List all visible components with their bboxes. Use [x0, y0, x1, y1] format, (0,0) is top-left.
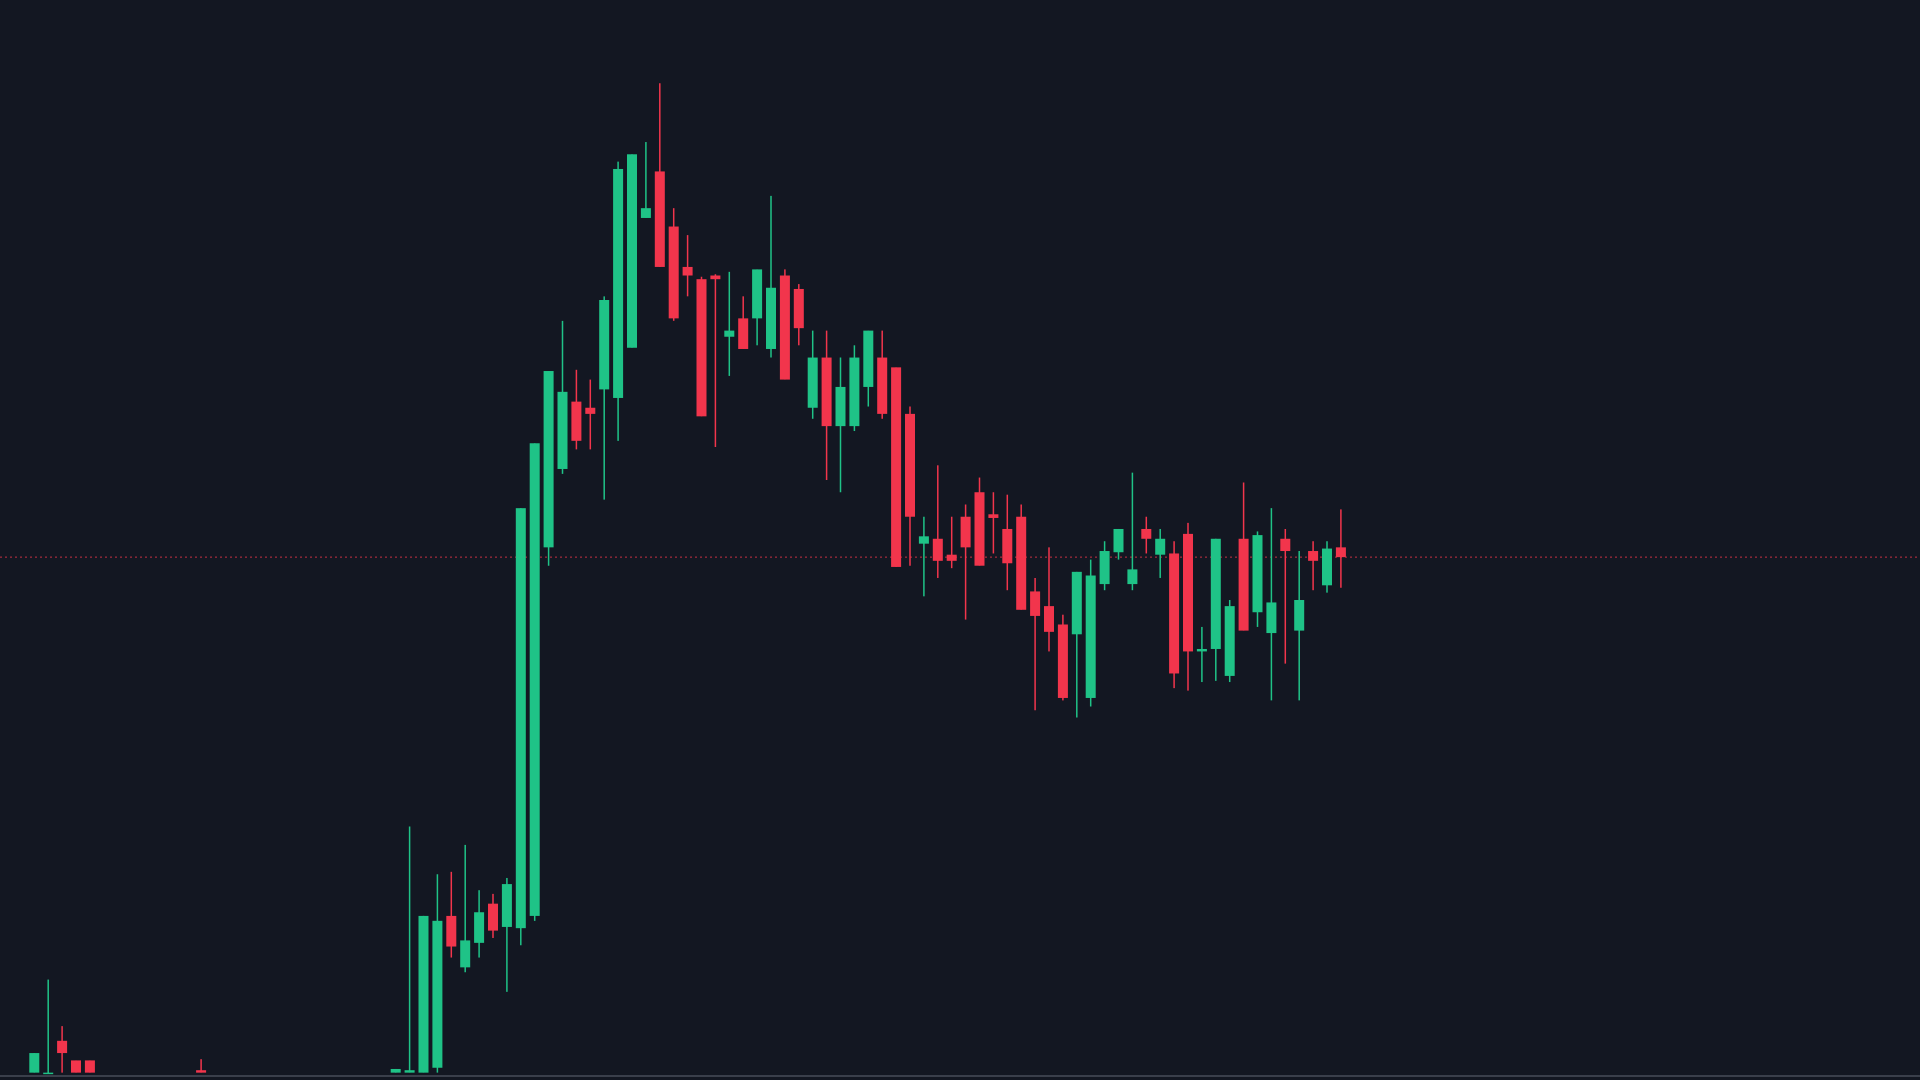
candle-body	[501, 884, 512, 927]
candle-body	[918, 536, 929, 544]
candle-body	[1057, 624, 1068, 698]
candle-body	[724, 330, 735, 337]
candle-body	[1280, 538, 1291, 552]
candle-body	[696, 279, 707, 417]
candle-body	[474, 912, 485, 943]
candle-body	[1127, 569, 1138, 585]
candle-body	[557, 391, 568, 469]
candle-body	[29, 1053, 40, 1073]
candle-body	[793, 288, 804, 329]
candle-body	[43, 1072, 54, 1075]
candle-body	[891, 367, 902, 567]
candle-body	[488, 903, 498, 931]
candle-body	[529, 443, 540, 916]
candle-body	[1238, 538, 1249, 631]
candle-body	[946, 554, 957, 561]
candle-body	[1044, 606, 1054, 632]
candle-body	[613, 168, 624, 398]
candle-body	[738, 318, 749, 349]
candle-body	[1085, 575, 1096, 698]
candle-body	[1210, 538, 1221, 649]
candle-body	[599, 300, 610, 390]
candle-body	[877, 357, 888, 414]
candle-body	[932, 538, 943, 561]
candle-body	[710, 275, 721, 280]
candle-body	[404, 1070, 415, 1073]
candle-body	[585, 407, 596, 414]
candle-body	[974, 492, 985, 566]
candle-body	[1169, 553, 1180, 674]
candle-body	[960, 516, 971, 548]
candle-body	[418, 915, 429, 1073]
candle-body	[1294, 600, 1305, 631]
candle-body	[515, 508, 526, 929]
candle-body	[988, 514, 999, 518]
candle-body	[1322, 548, 1332, 586]
candle-body	[766, 287, 776, 349]
candle-body	[1335, 547, 1346, 558]
candle-body	[752, 269, 763, 319]
candle-body	[654, 171, 665, 267]
candle-body	[668, 226, 679, 319]
candle-body	[905, 413, 915, 517]
candle-body	[1141, 528, 1152, 539]
candle-body	[1252, 535, 1263, 613]
candle-body	[627, 154, 637, 348]
candle-body	[1308, 551, 1319, 561]
candle-body	[1155, 538, 1166, 555]
candle-body	[1030, 591, 1041, 616]
candle-body	[821, 357, 832, 427]
candle-body	[835, 386, 846, 427]
candle-body	[640, 208, 651, 218]
candle-body	[390, 1068, 401, 1073]
candle-body	[1016, 516, 1027, 610]
candle-body	[863, 330, 874, 387]
candle-body	[432, 920, 443, 1068]
candle-body	[71, 1060, 81, 1073]
candle-body	[1196, 648, 1207, 652]
candle-body	[460, 940, 471, 968]
candle-body	[1224, 606, 1235, 676]
candle-body	[682, 266, 693, 276]
candle-body	[1071, 571, 1082, 635]
candle-body	[1183, 533, 1193, 652]
candle-body	[1002, 528, 1013, 564]
candle-body	[57, 1040, 68, 1054]
candle-body	[849, 357, 860, 427]
candle-body	[1113, 528, 1124, 553]
candle-body	[779, 275, 790, 380]
candle-body	[1266, 602, 1277, 634]
candle-body	[196, 1070, 207, 1073]
candle-body	[807, 357, 818, 408]
candle-body	[84, 1060, 95, 1073]
candle-body	[571, 401, 582, 441]
candle-body	[543, 371, 554, 548]
candle-body	[1099, 551, 1110, 585]
candle-body	[446, 915, 457, 947]
